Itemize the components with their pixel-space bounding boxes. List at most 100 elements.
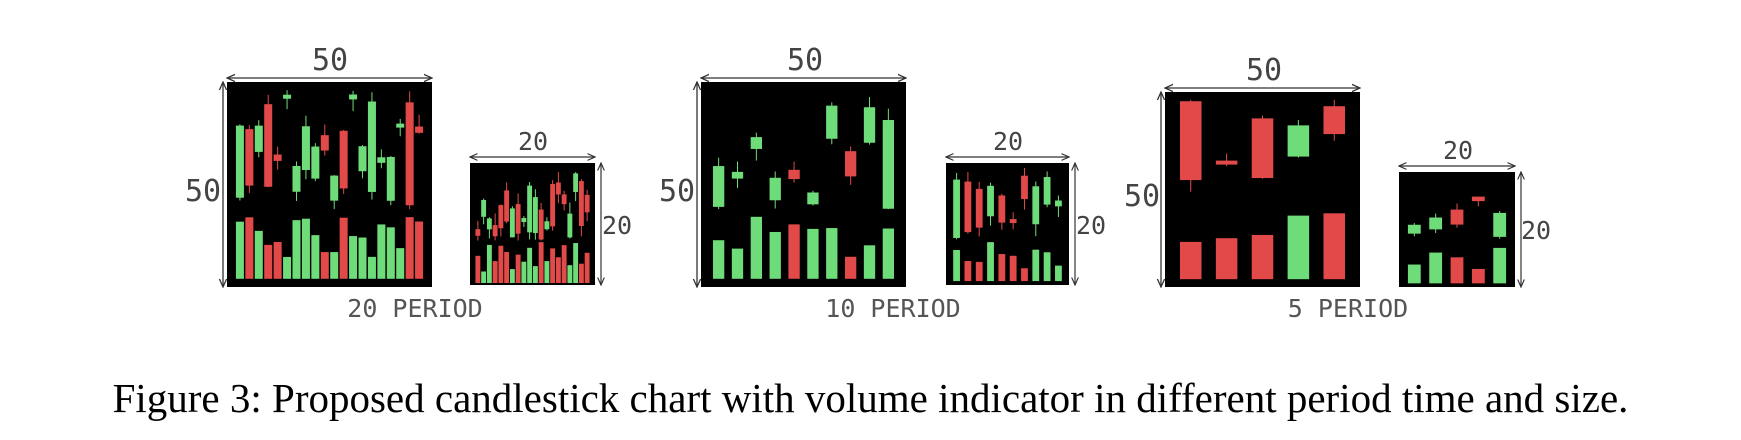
volume-bar	[578, 263, 584, 283]
candle-body	[301, 126, 310, 170]
volume-bar	[561, 245, 567, 283]
candle-body	[283, 94, 292, 99]
volume-bar	[731, 248, 744, 279]
volume-bar	[1407, 264, 1421, 284]
candle-body	[367, 101, 376, 192]
large-chart-candles	[1179, 99, 1346, 280]
candle-body	[509, 208, 515, 238]
volume-bar	[504, 251, 510, 283]
candle-body	[1021, 175, 1028, 200]
candle-body	[377, 157, 386, 163]
volume-bar	[1179, 241, 1202, 280]
candle-body	[826, 105, 838, 139]
volume-bar	[301, 218, 310, 279]
volume-bar	[358, 237, 367, 279]
volume-bar	[283, 256, 292, 279]
candle-body	[1043, 177, 1051, 205]
candle-body	[844, 151, 857, 177]
volume-bar	[1251, 234, 1274, 280]
candle-body	[1032, 186, 1040, 225]
volume-bar	[273, 241, 282, 279]
small-width-label: 20	[993, 127, 1023, 156]
candle-body	[245, 129, 254, 186]
volume-bar	[521, 261, 527, 283]
panel-5-period: 50 50 20 20 5 PERIOD	[1124, 53, 1551, 323]
candle-body	[330, 175, 339, 201]
volume-bar	[1429, 252, 1443, 284]
volume-bar	[1287, 215, 1310, 280]
candle-body	[882, 120, 895, 209]
candle-body	[863, 107, 876, 143]
volume-bar	[1021, 268, 1028, 282]
candle-body	[538, 209, 544, 240]
period-label: 10 PERIOD	[825, 294, 960, 323]
small-width-label: 20	[518, 127, 548, 156]
candle-body	[953, 179, 960, 238]
candle-body	[264, 104, 273, 187]
figure-caption: Figure 3: Proposed candlestick chart wit…	[112, 375, 1629, 421]
candle-body	[475, 229, 481, 236]
panel-10-period: 50 50 20 20 10 PERIOD	[659, 43, 1106, 323]
volume-bar	[987, 242, 994, 282]
candle-body	[349, 94, 358, 100]
volume-bar	[415, 221, 424, 279]
volume-bar	[998, 254, 1006, 282]
volume-bar	[1450, 257, 1464, 284]
candle-body	[712, 166, 725, 207]
volume-bar	[1043, 252, 1051, 282]
volume-bar	[844, 256, 857, 279]
small-height-label: 20	[602, 211, 632, 240]
volume-bar	[975, 261, 983, 282]
volume-bar	[584, 252, 590, 283]
volume-bar	[1215, 238, 1238, 280]
large-chart-candles	[712, 97, 895, 279]
small-height-label: 20	[1076, 211, 1106, 240]
volume-bar	[1055, 265, 1062, 282]
candle-body	[1287, 125, 1310, 157]
volume-bar	[320, 252, 329, 279]
candle-body	[386, 156, 395, 201]
volume-bar	[882, 228, 895, 279]
candle-body	[415, 126, 424, 133]
volume-bar	[475, 255, 481, 283]
candle-body	[486, 218, 492, 230]
volume-bar	[377, 224, 386, 279]
candle-body	[1493, 212, 1507, 237]
volume-bar	[532, 266, 538, 283]
candle-body	[254, 125, 263, 152]
small-chart-candles	[953, 167, 1062, 282]
volume-bar	[498, 245, 504, 283]
volume-bar	[769, 231, 781, 279]
candle-body	[567, 213, 573, 238]
large-height-label: 50	[1124, 179, 1160, 214]
volume-bar	[515, 254, 521, 283]
volume-bar	[1009, 255, 1017, 282]
large-chart-candles	[235, 90, 424, 279]
volume-bar	[386, 227, 395, 279]
candle-body	[532, 197, 538, 234]
volume-bar	[254, 230, 263, 279]
candle-body	[504, 190, 510, 222]
candle-body	[235, 125, 244, 198]
candle-body	[273, 154, 282, 161]
volume-bar	[544, 261, 550, 283]
candle-body	[1429, 217, 1443, 230]
candle-body	[1471, 196, 1485, 202]
large-chart-background	[701, 82, 906, 287]
large-height-label: 50	[185, 174, 221, 209]
volume-bar	[538, 242, 544, 283]
candle-body	[521, 218, 527, 223]
volume-bar	[1323, 213, 1346, 280]
candle-body	[1055, 200, 1062, 207]
volume-bar	[509, 269, 515, 283]
volume-bar	[826, 228, 838, 279]
candle-body	[405, 102, 414, 206]
candle-body	[964, 181, 972, 233]
candle-body	[750, 137, 763, 149]
volume-bar	[1471, 268, 1485, 284]
candle-body	[1323, 106, 1346, 135]
period-label: 5 PERIOD	[1288, 294, 1408, 323]
volume-bar	[953, 249, 960, 282]
small-chart-candles	[475, 172, 590, 283]
